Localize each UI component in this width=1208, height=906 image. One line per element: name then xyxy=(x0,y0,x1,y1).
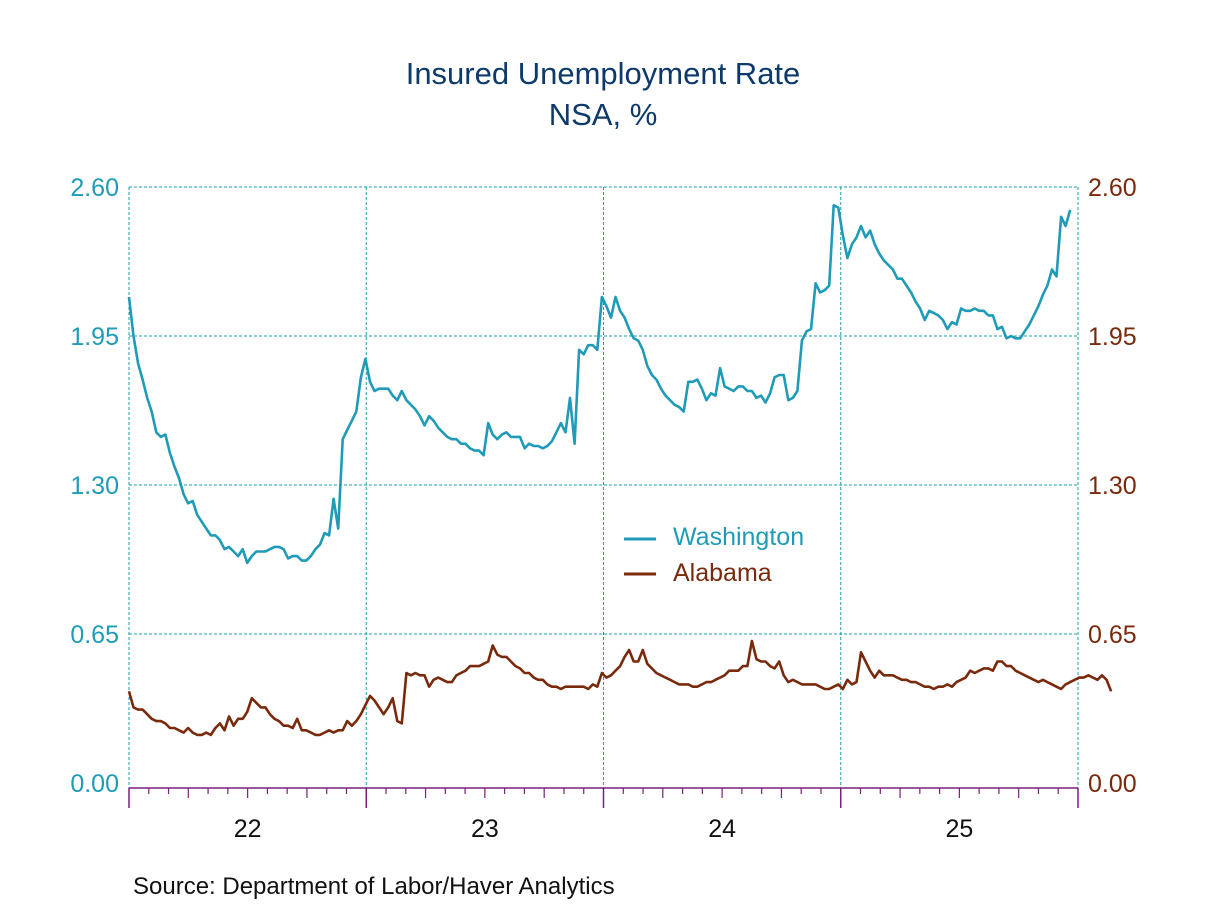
y-tick-label-left: 0.00 xyxy=(70,770,119,798)
y-tick-label-right: 0.65 xyxy=(1088,621,1137,649)
series-line-alabama xyxy=(127,639,1113,737)
chart-title: Insured Unemployment Rate xyxy=(406,56,801,91)
x-tick-label: 24 xyxy=(708,815,736,843)
legend-label-alabama: Alabama xyxy=(673,559,772,587)
y-axis-ticks: 0.00 0.00 0.65 0.65 1.30 1.30 1.95 1.95 2.60 2.60 xyxy=(70,174,1136,798)
x-tick-label: 22 xyxy=(234,815,262,843)
series-line-washington xyxy=(127,204,1072,565)
x-tick-label: 25 xyxy=(945,815,973,843)
y-tick-label-right: 1.30 xyxy=(1088,472,1137,500)
grid xyxy=(128,186,1079,788)
y-tick-label-right: 2.60 xyxy=(1088,174,1137,202)
y-tick-label-left: 1.30 xyxy=(70,472,119,500)
y-tick-label-right: 1.95 xyxy=(1088,323,1137,351)
y-tick-label-left: 0.65 xyxy=(70,621,119,649)
y-tick-label-left: 2.60 xyxy=(70,174,119,202)
chart-subtitle: NSA, % xyxy=(549,97,658,132)
y-tick-label-right: 0.00 xyxy=(1088,770,1137,798)
legend: Washington Alabama xyxy=(624,523,804,587)
series-lines xyxy=(127,204,1113,737)
x-tick-label: 23 xyxy=(471,815,499,843)
legend-label-washington: Washington xyxy=(673,523,804,551)
source-note: Source: Department of Labor/Haver Analyt… xyxy=(133,873,615,900)
x-axis: 22 23 24 25 xyxy=(128,787,1079,843)
y-tick-label-left: 1.95 xyxy=(70,323,119,351)
